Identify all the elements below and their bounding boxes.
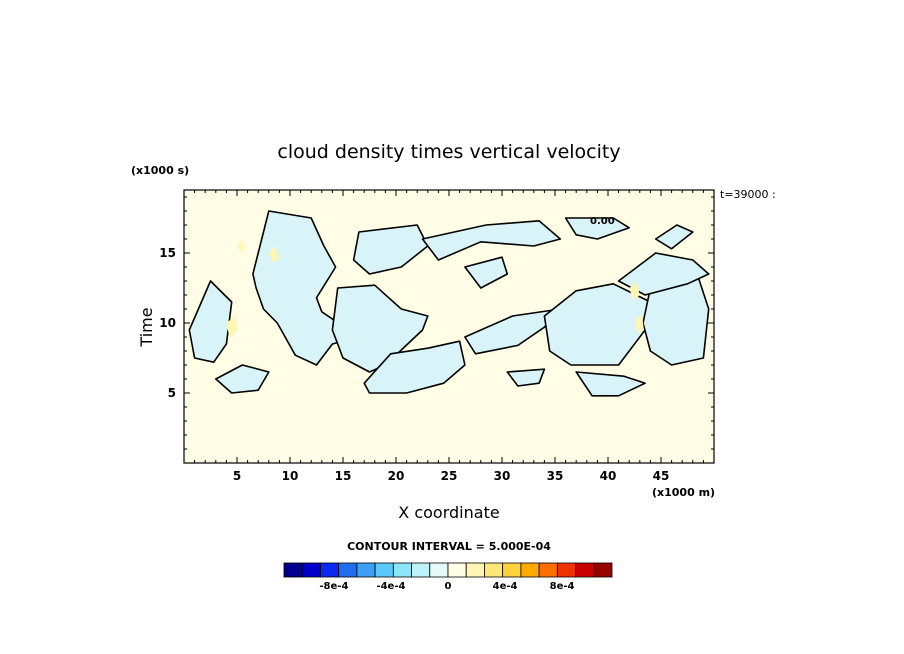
y-tick-label: 15 bbox=[159, 246, 176, 260]
colorbar-swatch bbox=[374, 562, 394, 578]
timestamp-annotation: t=39000 : bbox=[720, 188, 776, 201]
y-tick-label: 10 bbox=[159, 316, 176, 330]
negative-region-7 bbox=[464, 308, 562, 355]
colorbar-swatch bbox=[356, 562, 376, 578]
colorbar-swatch bbox=[447, 562, 467, 578]
x-tick-label: 20 bbox=[388, 469, 405, 483]
x-tick-label: 25 bbox=[441, 469, 458, 483]
contour-regions bbox=[188, 210, 710, 397]
colorbar-swatch bbox=[484, 562, 504, 578]
negative-region-11 bbox=[506, 368, 546, 387]
colorbar-tick-label: 8e-4 bbox=[550, 581, 575, 592]
contour-interval-label: CONTOUR INTERVAL = 5.000E-04 bbox=[347, 540, 551, 553]
negative-region-13 bbox=[215, 364, 270, 394]
colorbar-swatch bbox=[320, 562, 340, 578]
colorbar-tick-label: 0 bbox=[445, 581, 452, 592]
x-tick-label: 45 bbox=[653, 469, 670, 483]
negative-region-6 bbox=[363, 340, 466, 394]
positive-region-20 bbox=[237, 240, 246, 252]
contour-label: 0.00 bbox=[590, 216, 615, 227]
negative-region-10 bbox=[617, 252, 710, 296]
colorbar-swatch bbox=[338, 562, 358, 578]
x-tick-label: 30 bbox=[494, 469, 511, 483]
x-tick-label: 35 bbox=[547, 469, 564, 483]
negative-region-3 bbox=[331, 284, 429, 373]
positive-region-19 bbox=[634, 314, 644, 333]
x-units-label: (x1000 m) bbox=[652, 486, 715, 499]
colorbar-swatch bbox=[520, 562, 540, 578]
negative-region-12 bbox=[575, 371, 646, 397]
chart-title: cloud density times vertical velocity bbox=[277, 141, 620, 163]
negative-region-4 bbox=[421, 220, 562, 261]
x-tick-label: 40 bbox=[600, 469, 617, 483]
y-tick-label: 5 bbox=[168, 386, 176, 400]
y-axis-label: Time bbox=[137, 307, 156, 347]
colorbar-swatch bbox=[538, 562, 558, 578]
x-tick-label: 15 bbox=[335, 469, 352, 483]
negative-region-5 bbox=[564, 217, 631, 240]
colorbar-swatch bbox=[593, 562, 613, 578]
colorbar-swatch bbox=[575, 562, 595, 578]
colorbar-swatch bbox=[411, 562, 431, 578]
negative-region-9 bbox=[642, 275, 710, 366]
x-axis-label: X coordinate bbox=[398, 503, 499, 522]
y-axis: 5 10 15 bbox=[159, 196, 714, 450]
negative-region-1 bbox=[188, 280, 233, 364]
colorbar-tick-label: -4e-4 bbox=[376, 581, 405, 592]
positive-region-16 bbox=[226, 316, 239, 339]
y-units-label: (x1000 s) bbox=[131, 164, 189, 177]
negative-region-2 bbox=[352, 224, 429, 275]
colorbar-swatch bbox=[392, 562, 412, 578]
colorbar-swatch bbox=[429, 562, 449, 578]
colorbar-tick-label: -8e-4 bbox=[319, 581, 348, 592]
x-axis: 5 10 15 20 25 30 35 40 45 bbox=[194, 190, 704, 483]
positive-region-18 bbox=[629, 282, 640, 301]
x-tick-label: 10 bbox=[282, 469, 299, 483]
colorbar: -8e-4 -4e-4 0 4e-4 8e-4 bbox=[283, 562, 613, 592]
colorbar-tick-label: 4e-4 bbox=[493, 581, 518, 592]
colorbar-swatch bbox=[283, 562, 303, 578]
colorbar-swatch bbox=[465, 562, 485, 578]
x-tick-label: 5 bbox=[233, 469, 241, 483]
colorbar-swatch bbox=[502, 562, 522, 578]
colorbar-swatch bbox=[301, 562, 321, 578]
positive-region-17 bbox=[268, 246, 280, 263]
negative-region-15 bbox=[654, 224, 694, 250]
negative-region-14 bbox=[464, 256, 509, 289]
colorbar-swatch bbox=[556, 562, 576, 578]
